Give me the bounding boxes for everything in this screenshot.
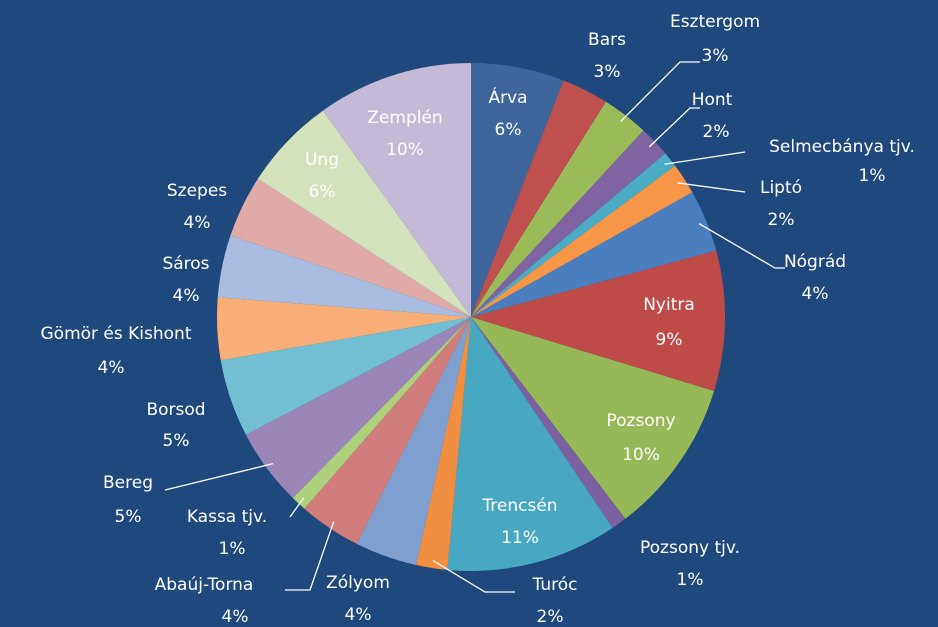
slice-label: Bars bbox=[588, 30, 626, 50]
slice-value-label: 5% bbox=[115, 507, 142, 527]
pie-slice bbox=[471, 63, 564, 317]
slice-label: Ung bbox=[305, 150, 339, 170]
slice-label: Zólyom bbox=[326, 573, 390, 593]
pie-slice bbox=[471, 317, 626, 528]
slice-label: Nyitra bbox=[643, 295, 695, 315]
pie-slice bbox=[471, 80, 606, 317]
slice-value-label: 3% bbox=[702, 46, 729, 66]
pie-slice bbox=[416, 317, 471, 570]
pie-slice bbox=[471, 250, 725, 391]
pie-slice bbox=[220, 317, 471, 435]
slice-value-label: 4% bbox=[802, 284, 829, 304]
pie-slice bbox=[257, 110, 471, 317]
pie-slice bbox=[471, 317, 714, 519]
slice-label: Árva bbox=[488, 86, 527, 108]
leader-line bbox=[698, 223, 785, 269]
slice-label: Bereg bbox=[103, 473, 153, 493]
slice-label: Turóc bbox=[532, 575, 578, 595]
slice-label: Sáros bbox=[162, 254, 209, 274]
slice-value-label: 1% bbox=[219, 539, 246, 559]
leader-line bbox=[285, 521, 335, 591]
pie-slice bbox=[356, 317, 471, 566]
slice-label: Gömör és Kishont bbox=[41, 324, 192, 344]
slice-value-label: 11% bbox=[501, 528, 539, 548]
pie-slice bbox=[471, 130, 666, 317]
slice-value-label: 4% bbox=[184, 213, 211, 233]
slice-label: Pozsony bbox=[606, 411, 675, 431]
slice-value-label: 9% bbox=[656, 330, 683, 350]
slice-value-label: 4% bbox=[345, 605, 372, 625]
slice-value-label: 4% bbox=[173, 286, 200, 306]
leader-line bbox=[648, 107, 700, 148]
slice-label: Abaúj-Torna bbox=[155, 575, 254, 595]
slice-label: Nógrád bbox=[784, 252, 846, 272]
leader-line bbox=[289, 497, 305, 518]
slice-label: Esztergom bbox=[670, 12, 760, 32]
slice-value-label: 10% bbox=[386, 140, 424, 160]
slice-label: Liptó bbox=[760, 178, 802, 198]
slice-value-label: 1% bbox=[677, 570, 704, 590]
pie-slice bbox=[217, 297, 471, 361]
pie-slice bbox=[230, 178, 471, 317]
slice-label: Selmecbánya tjv. bbox=[769, 137, 915, 157]
slice-label: Pozsony tjv. bbox=[640, 538, 740, 558]
slice-value-label: 2% bbox=[703, 122, 730, 142]
slice-label: Zemplén bbox=[367, 108, 442, 128]
leader-line bbox=[677, 182, 746, 193]
pie-slice bbox=[304, 317, 471, 544]
slice-value-label: 5% bbox=[163, 431, 190, 451]
slice-value-label: 2% bbox=[537, 607, 564, 627]
slice-value-label: 6% bbox=[309, 182, 336, 202]
slice-value-label: 10% bbox=[622, 445, 660, 465]
leader-line bbox=[664, 151, 746, 165]
pie-slice bbox=[245, 317, 471, 498]
slice-value-label: 6% bbox=[495, 120, 522, 140]
pie-slice bbox=[471, 101, 644, 317]
slice-label: Borsod bbox=[146, 400, 205, 420]
pie-slice bbox=[447, 317, 613, 571]
pie-slice bbox=[322, 63, 471, 317]
pie-slice bbox=[217, 235, 471, 317]
leader-line bbox=[164, 463, 274, 491]
pie-slice bbox=[471, 192, 717, 317]
pie-slice bbox=[471, 153, 676, 317]
leader-line bbox=[620, 61, 700, 122]
slice-label: Szepes bbox=[167, 181, 227, 201]
pie-slice bbox=[471, 165, 693, 317]
leader-line bbox=[432, 559, 515, 593]
pie-slice bbox=[292, 317, 471, 509]
slice-value-label: 4% bbox=[98, 358, 125, 378]
slice-value-label: 4% bbox=[222, 607, 249, 627]
slice-value-label: 2% bbox=[768, 210, 795, 230]
slice-label: Trencsén bbox=[481, 496, 557, 516]
slice-value-label: 3% bbox=[594, 62, 621, 82]
slice-label: Hont bbox=[692, 90, 733, 110]
slice-value-label: 1% bbox=[859, 166, 886, 186]
slice-label: Kassa tjv. bbox=[187, 507, 267, 527]
